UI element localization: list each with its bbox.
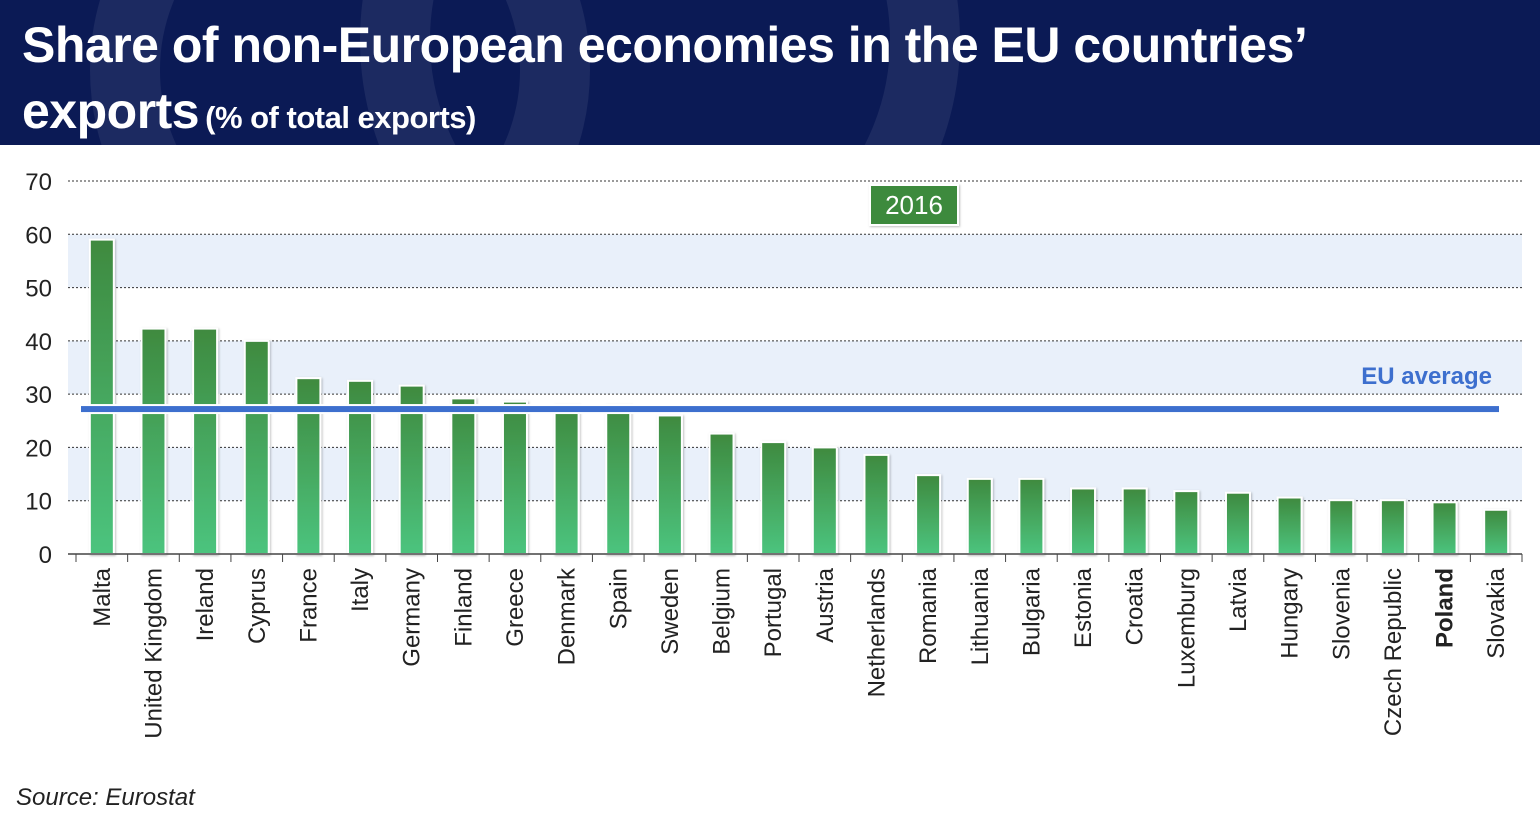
bar-malta [88,238,115,555]
x-tick-label: Greece [502,568,529,647]
bar-chart: 0 10 20 30 40 50 60 70 EU average 2016 Malta Uni… [25,169,1523,739]
x-tick-label: Lithuania [967,567,994,665]
y-tick-label: 0 [39,542,52,569]
x-tick-label: Poland [1432,568,1459,648]
eu-average-line [79,404,1501,415]
bar-denmark [553,403,580,555]
x-tick-label: Estonia [1070,567,1097,648]
y-axis-ticks: 0 10 20 30 40 50 60 70 [25,169,52,569]
x-tick-label: Bulgaria [1018,567,1045,656]
y-tick-label: 70 [25,169,52,196]
x-tick-label: Portugal [760,568,787,657]
x-tick-label: Belgium [709,568,736,655]
bar-portugal [760,441,787,556]
x-tick-label: Ireland [192,568,219,641]
bar-luxemburg [1173,490,1200,556]
x-tick-label: United Kingdom [140,568,167,739]
background-band [68,340,1522,395]
x-tick-label: Croatia [1122,567,1149,645]
bar-spain [605,403,632,555]
bar-cyprus [243,339,270,555]
x-tick-label: Romania [915,567,942,664]
bar-romania [915,474,942,555]
x-tick-label: Malta [89,567,116,626]
source-note: Source: Eurostat [16,784,195,811]
x-tick-label: Cyprus [244,568,271,644]
bar-united-kingdom [140,327,167,555]
x-axis-labels: Malta United Kingdom Ireland Cyprus France It… [75,554,1523,739]
bar-netherlands [863,453,890,556]
y-tick-label: 40 [25,329,52,356]
chart-header: Share of non-European economies in the E… [0,0,1540,145]
decorative-circle-icon [360,0,960,145]
background-band [68,447,1522,501]
bar-austria [811,446,838,555]
x-tick-label: Sweden [657,568,684,655]
y-tick-label: 20 [25,435,52,462]
bar-latvia [1224,491,1251,556]
bar-poland [1431,501,1458,556]
bar-sweden [656,414,683,556]
x-tick-label: Spain [605,568,632,629]
chart-title: Share of non-European economies in the E… [22,17,1308,73]
chart-title-line2: exports (% of total exports) [22,82,476,140]
eu-average: EU average [79,363,1501,415]
bar-bulgaria [1018,477,1045,556]
x-tick-label: Denmark [554,567,581,665]
background-band [68,234,1522,288]
x-tick-label: Hungary [1277,568,1304,659]
x-tick-label: Slovenia [1328,567,1355,660]
x-tick-label: France [295,568,322,643]
x-tick-label: Slovakia [1483,567,1510,658]
y-tick-label: 60 [25,222,52,249]
bar-lithuania [966,477,993,556]
bar-finland [450,397,477,555]
x-tick-label: Netherlands [863,568,890,697]
year-badge: 2016 [869,184,959,226]
chart-title-second-line: exports [22,83,200,139]
bar-belgium [708,432,735,555]
bar-hungary [1276,496,1303,556]
bar-czech-republic [1379,499,1406,555]
x-tick-label: Latvia [1225,567,1252,632]
bar-croatia [1121,487,1148,555]
x-tick-label: Austria [812,567,839,642]
x-tick-label: Czech Republic [1380,568,1407,736]
y-tick-label: 10 [25,489,52,516]
x-tick-label: Luxemburg [1173,568,1200,688]
x-tick-label: Germany [399,568,426,667]
bar-slovenia [1328,499,1355,555]
year-label: 2016 [885,190,943,220]
x-tick-label: Italy [347,568,374,612]
bar-greece [501,400,528,555]
eu-average-label: EU average [1361,363,1492,390]
bar-ireland [192,327,219,555]
chart-subtitle: (% of total exports) [205,100,476,135]
y-tick-label: 30 [25,382,52,409]
bar-slovakia [1483,508,1510,555]
background-bands [68,234,1522,501]
bars [88,238,1510,556]
x-tick-label: Finland [450,568,477,647]
y-tick-label: 50 [25,276,52,303]
bar-estonia [1070,487,1097,555]
